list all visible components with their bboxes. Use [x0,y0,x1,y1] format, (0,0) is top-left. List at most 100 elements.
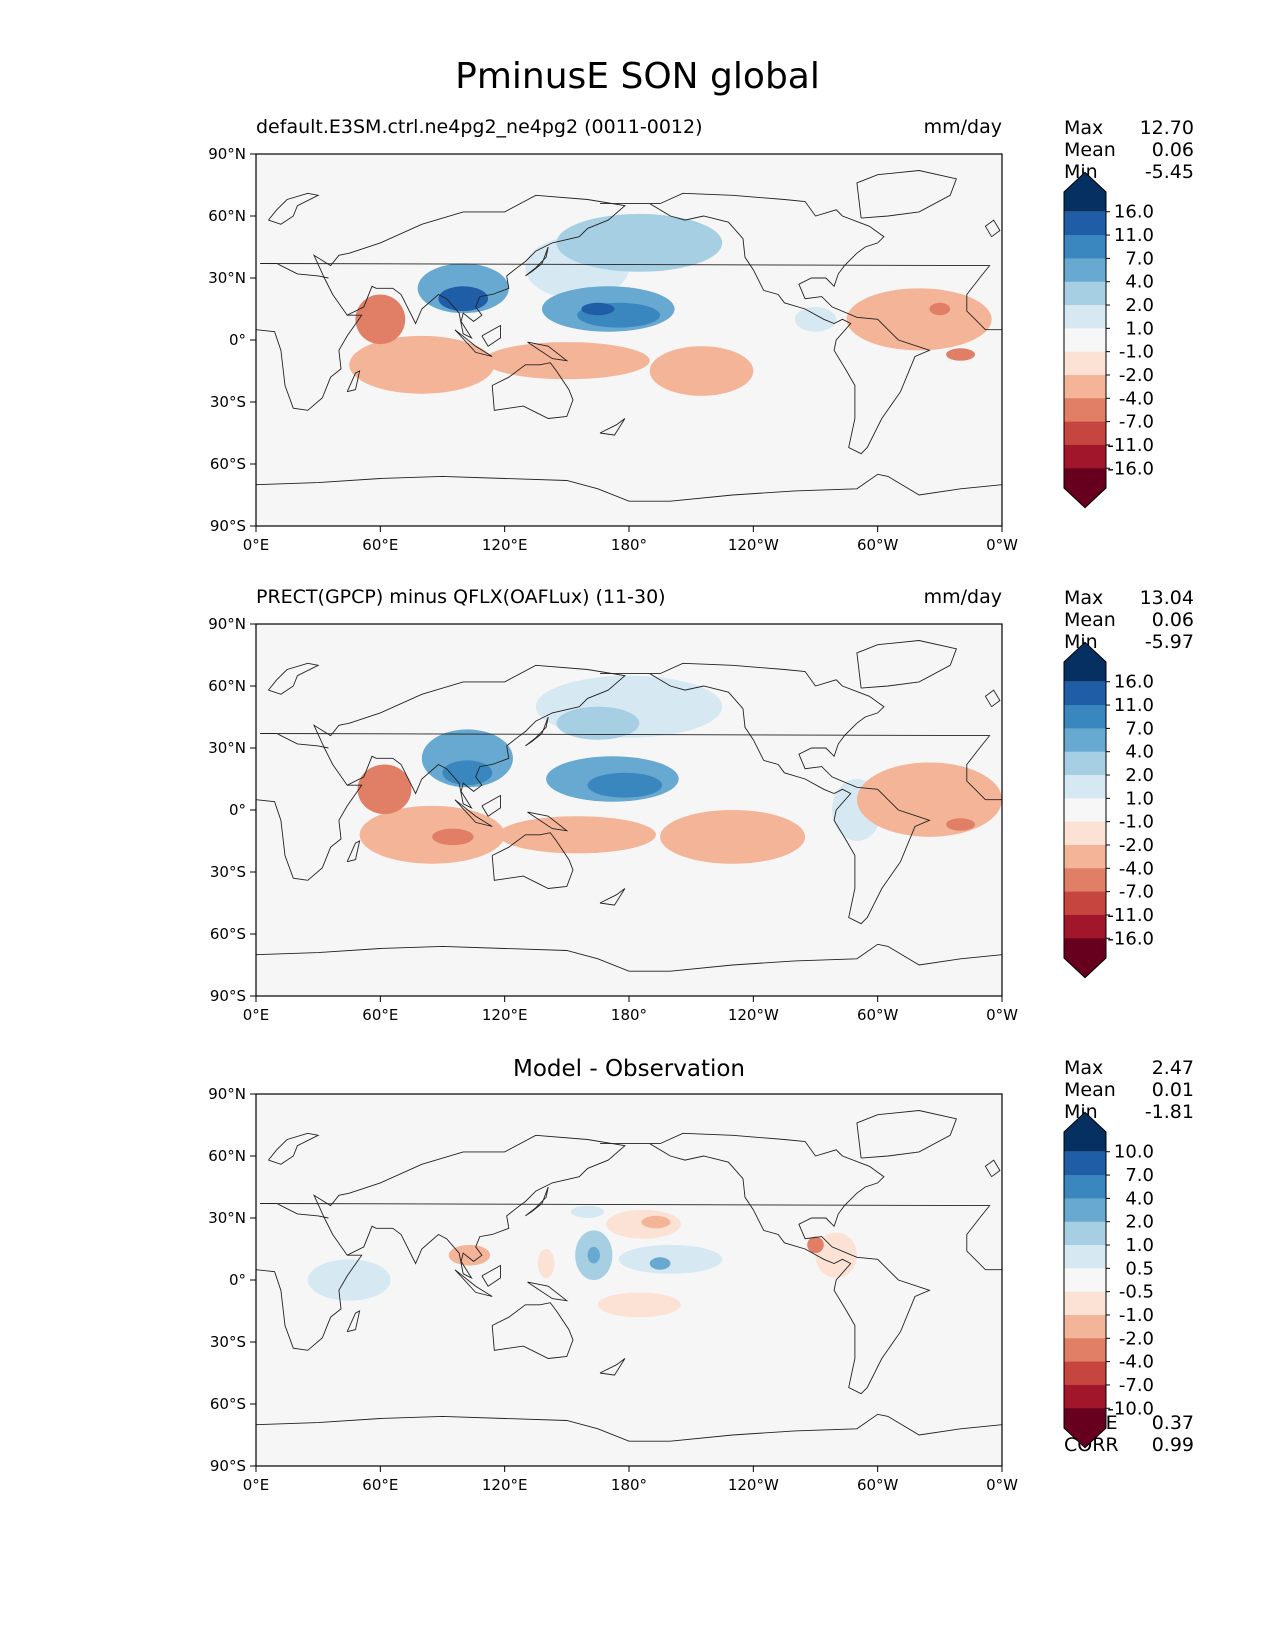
colorbar: 10.07.04.0 2.01.00.5 -0.5-1.0-2.0 -4.0-7.0-… [1063,1111,1154,1449]
coastline [599,418,626,436]
y-tick-label: 30°N [208,269,246,287]
y-tick-label: 30°S [210,1333,246,1351]
coastline [600,192,931,455]
colorbar-label: 4.0 [1125,272,1154,293]
colorbar-label: -2.0 [1119,1328,1154,1349]
x-tick-label: 120°W [728,1476,779,1490]
coastline [454,799,493,827]
colorbar-outline [1063,171,1107,509]
figure-title: PminusE SON global [455,56,820,97]
coastline [481,1264,501,1287]
coastline [312,664,626,810]
colorbar-label: 2.0 [1125,765,1154,786]
coastline [856,1110,958,1159]
colorbar-segment [1064,421,1106,446]
colorbar-segment [1064,821,1106,846]
stat-label: Mean [1064,1079,1116,1101]
contour-region [537,1249,555,1278]
contour-region [846,288,992,351]
colorbar-label: -10.0 [1107,1398,1154,1419]
coastline [600,662,931,925]
colorbar-segment [1064,844,1106,869]
colorbar: 16.011.07.0 4.02.01.0 -1.0-2.0-4.0 -7.0-11.… [1063,641,1154,979]
colorbar-label: 4.0 [1125,742,1154,763]
x-tick-label: 120°W [728,1006,779,1020]
coastlines [256,170,1002,502]
coastline [256,784,363,881]
colorbar-segment [1064,444,1106,469]
coastlines [256,640,1002,972]
x-tick-label: 120°E [482,1006,528,1020]
coastline [527,811,569,832]
stat-value: 0.01 [1151,1079,1194,1101]
colorbar-segment [1064,1175,1106,1199]
colorbar-label: -4.0 [1119,388,1154,409]
colorbar-label: -16.0 [1107,458,1154,479]
y-tick-label: 60°N [208,207,246,225]
colorbar-label: -1.0 [1119,342,1154,363]
panel-title: default.E3SM.ctrl.ne4pg2_ne4pg2 (0011-00… [256,116,703,138]
stat-value: 0.37 [1151,1412,1194,1434]
coastline [491,362,574,419]
coastline [527,1281,569,1302]
contour-region [432,828,474,846]
colorbar-segment [1064,914,1106,939]
contour-region [649,1257,671,1270]
colorbar-segment [1064,328,1106,353]
colorbar-extend-min [1064,468,1106,508]
contour-region [307,1259,391,1301]
y-tick-label: 90°N [208,145,246,163]
units-label: mm/day [923,586,1002,608]
colorbar-label: 1.0 [1125,788,1154,809]
coastline [984,219,1001,238]
coastline [268,192,320,225]
colorbar-label: 10.0 [1114,1142,1154,1163]
colorbar-segment [1064,1314,1106,1339]
contour-region [815,1232,857,1278]
coastline [525,716,549,747]
contour-region [929,302,951,316]
x-tick-label: 120°E [482,1476,528,1490]
y-tick-label: 90°S [210,1457,246,1475]
colorbar-label: -4.0 [1119,1352,1154,1373]
coastline [260,733,1002,801]
x-tick-label: 0°W [986,536,1018,550]
x-tick-label: 120°W [728,536,779,550]
coastline [984,1159,1001,1178]
colorbar-segment [1064,1221,1106,1246]
colorbar-segment [1064,681,1106,706]
colorbar-segment [1064,351,1106,376]
coastline [599,1358,626,1376]
coastline [256,1254,363,1351]
stat-value: -1.81 [1144,1101,1194,1123]
x-tick-label: 180° [611,1476,647,1490]
colorbar-label: -11.0 [1107,905,1154,926]
colorbar-segment [1064,235,1106,259]
x-tick-label: 60°E [362,1006,398,1020]
colorbar-segment [1064,1338,1106,1363]
contour-region [641,1215,671,1229]
colorbar-label: 7.0 [1125,248,1154,269]
x-tick-label: 0°E [243,536,270,550]
units-label: mm/day [923,116,1002,138]
y-tick-label: 60°S [210,925,246,943]
contour-region [438,286,489,312]
colorbar-segment [1064,775,1106,799]
colorbar-extend-max [1064,172,1106,212]
colorbar-segment [1064,1384,1106,1409]
x-tick-label: 180° [611,536,647,550]
x-tick-label: 60°W [857,1006,899,1020]
coastline [454,1269,493,1297]
x-tick-label: 60°E [362,1476,398,1490]
colorbar-label: 16.0 [1114,672,1154,693]
colorbar-segment [1064,868,1106,893]
y-tick-label: 0° [229,331,246,349]
colorbar-label: -16.0 [1107,928,1154,949]
y-tick-label: 0° [229,1271,246,1289]
y-tick-label: 90°N [208,615,246,633]
stat-value: 0.06 [1151,609,1194,631]
contour-region [448,1244,491,1266]
coastline [346,370,361,393]
contour-region [856,762,1002,837]
map-plot: 0°E 60°E 120°E 180° 120°W 60°W 0°W 90°N 60°N 30°N… [208,145,1154,550]
